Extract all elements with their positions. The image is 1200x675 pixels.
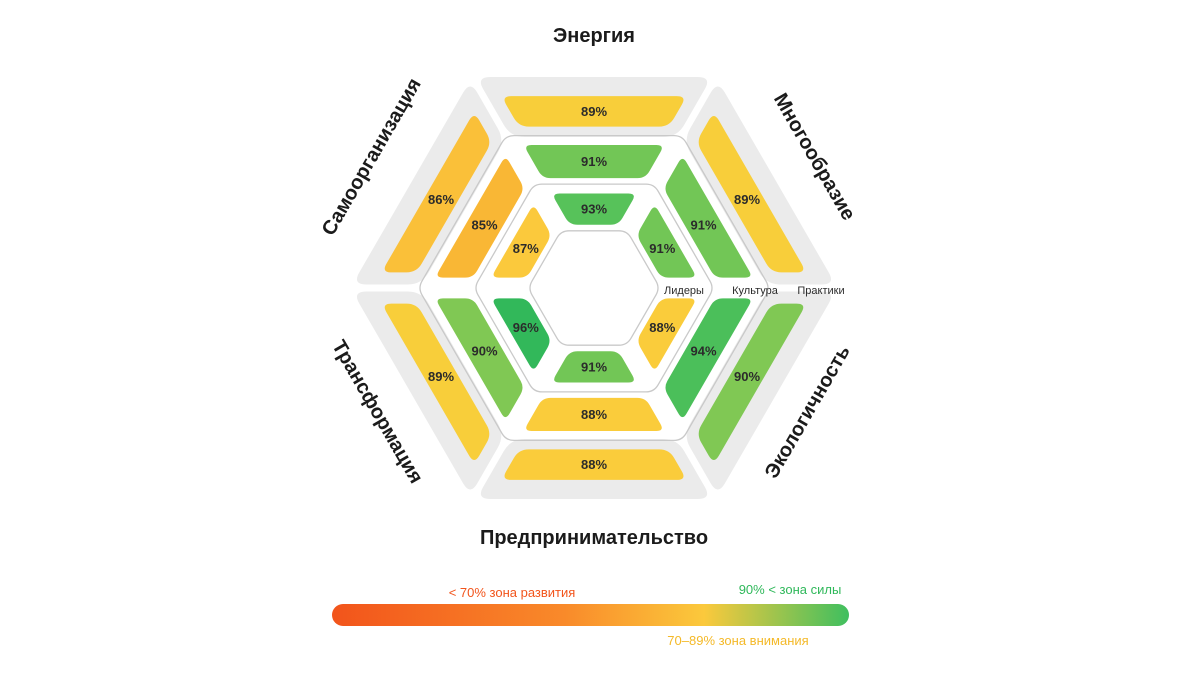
value-label-practices-energy: 89%	[581, 104, 607, 119]
value-label-practices-ecology: 90%	[734, 369, 760, 384]
value-label-culture-transformation: 90%	[471, 344, 497, 359]
value-label-culture-ecology: 94%	[690, 344, 716, 359]
dimension-label-energy: Энергия	[553, 25, 635, 47]
legend-strength-label: 90% < зона силы	[739, 582, 842, 597]
value-label-leaders-ecology: 88%	[649, 320, 675, 335]
ring-label-practices: Практики	[797, 285, 844, 297]
segment-leaders-energy	[554, 193, 634, 225]
segment-leaders-diversity	[638, 207, 695, 278]
segment-practices-ecology	[698, 303, 804, 460]
legend-gradient-bar	[332, 604, 849, 626]
segment-practices-energy	[504, 96, 684, 127]
segment-culture-transformation	[437, 298, 523, 418]
segment-practices-entrepreneurship	[504, 449, 684, 480]
value-label-practices-selforganization: 86%	[428, 192, 454, 207]
value-label-practices-diversity: 89%	[734, 192, 760, 207]
value-label-culture-selforganization: 85%	[471, 217, 497, 232]
segment-culture-energy	[526, 145, 662, 179]
segment-leaders-ecology	[638, 298, 695, 369]
dimension-label-entrepreneurship: Предпринимательство	[480, 527, 708, 549]
value-label-culture-energy: 91%	[581, 154, 607, 169]
legend-attention-label: 70–89% зона внимания	[667, 633, 808, 648]
hex-outline-middle	[475, 183, 713, 393]
segment-culture-entrepreneurship	[526, 397, 662, 431]
segment-leaders-selforganization	[493, 207, 550, 278]
ring-label-leaders: Лидеры	[664, 285, 704, 297]
segment-culture-selforganization	[437, 158, 523, 278]
segment-leaders-entrepreneurship	[554, 351, 634, 383]
segment-practices-transformation	[384, 303, 490, 460]
ring-label-culture: Культура	[732, 285, 779, 297]
value-label-culture-entrepreneurship: 88%	[581, 407, 607, 422]
segment-practices-selforganization	[384, 116, 490, 273]
value-label-leaders-selforganization: 87%	[513, 241, 539, 256]
value-label-leaders-diversity: 91%	[649, 241, 675, 256]
segment-leaders-transformation	[493, 298, 550, 369]
value-label-leaders-entrepreneurship: 91%	[581, 359, 607, 374]
hex-outline-inner	[529, 230, 659, 346]
value-label-culture-diversity: 91%	[690, 217, 716, 232]
legend-development-label: < 70% зона развития	[449, 585, 576, 600]
value-label-practices-transformation: 89%	[428, 369, 454, 384]
value-label-practices-entrepreneurship: 88%	[581, 457, 607, 472]
hex-outline-outer	[419, 134, 769, 442]
value-label-leaders-transformation: 96%	[513, 320, 539, 335]
segment-culture-ecology	[665, 298, 751, 418]
segment-culture-diversity	[665, 158, 751, 278]
segment-practices-diversity	[698, 116, 804, 273]
value-label-leaders-energy: 93%	[581, 202, 607, 217]
